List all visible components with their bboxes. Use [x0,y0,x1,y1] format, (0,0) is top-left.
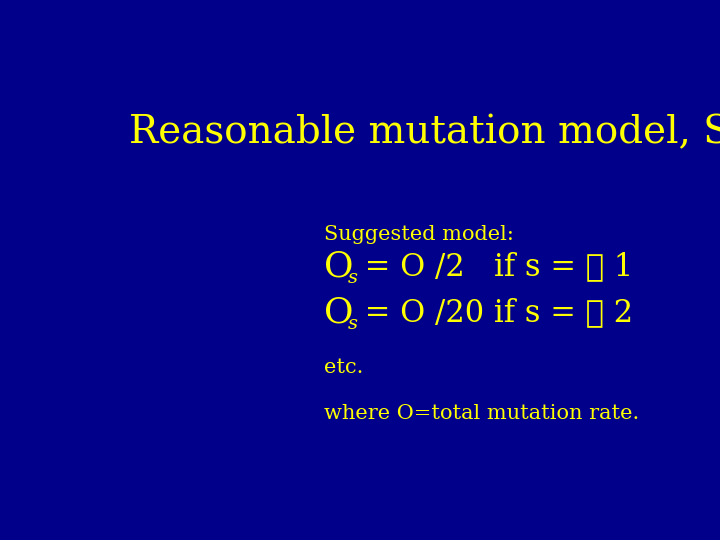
Text: O: O [324,295,354,329]
Text: s: s [348,269,358,287]
Text: where O=total mutation rate.: where O=total mutation rate. [324,404,639,423]
Text: etc.: etc. [324,358,364,377]
Text: = O /2   if s = ⓪ 1: = O /2 if s = ⓪ 1 [355,251,634,282]
Text: Suggested model:: Suggested model: [324,225,514,244]
Text: Reasonable mutation model, STR’s: Reasonable mutation model, STR’s [129,114,720,152]
Text: = O /20 if s = ⓪ 2: = O /20 if s = ⓪ 2 [355,296,633,328]
Text: O: O [324,249,354,284]
Text: s: s [348,315,358,333]
